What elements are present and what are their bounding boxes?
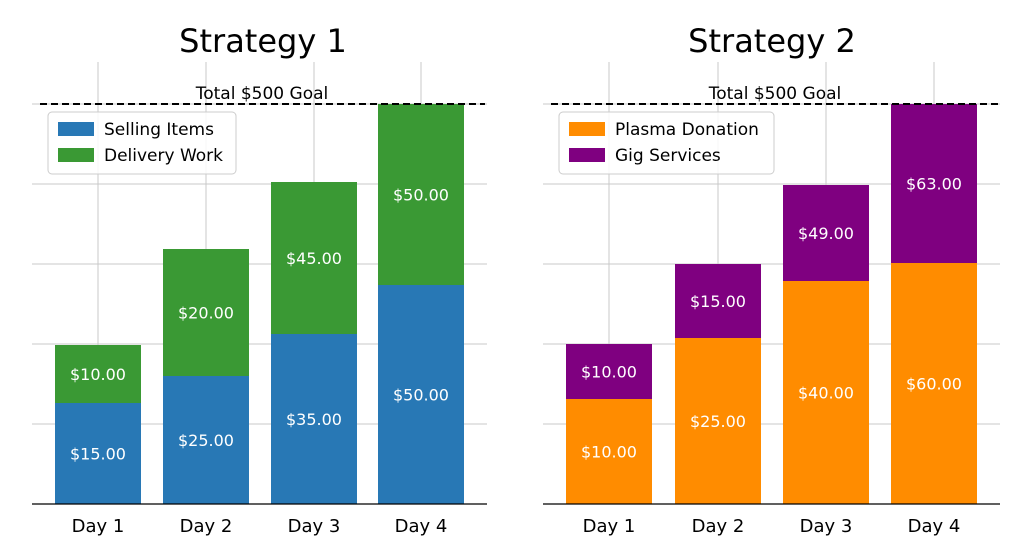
legend-label: Selling Items bbox=[104, 120, 214, 140]
data-label: $35.00 bbox=[286, 410, 342, 429]
x-tick-label: Day 4 bbox=[395, 516, 448, 537]
x-tick-label: Day 1 bbox=[583, 516, 636, 537]
data-label: $50.00 bbox=[393, 386, 449, 405]
data-label: $25.00 bbox=[690, 412, 746, 431]
bar-plasma-donation bbox=[783, 281, 869, 504]
data-label: $49.00 bbox=[798, 224, 854, 243]
data-label: $15.00 bbox=[70, 445, 126, 464]
chart-title: Strategy 1 bbox=[179, 22, 347, 60]
bar-selling-items bbox=[271, 334, 357, 504]
chart-title: Strategy 2 bbox=[688, 22, 856, 60]
bar-selling-items bbox=[163, 376, 249, 504]
legend-box bbox=[47, 111, 237, 175]
data-label: $20.00 bbox=[178, 304, 234, 323]
bar-delivery-work bbox=[55, 345, 141, 403]
goal-line-label: Total $500 Goal bbox=[195, 84, 329, 104]
bar-gig-services bbox=[675, 264, 761, 338]
bar-plasma-donation bbox=[675, 338, 761, 504]
legend-swatch bbox=[58, 122, 94, 136]
x-tick-label: Day 1 bbox=[72, 516, 125, 537]
data-label: $10.00 bbox=[581, 443, 637, 462]
bar-gig-services bbox=[891, 104, 977, 263]
x-tick-label: Day 2 bbox=[692, 516, 745, 537]
legend-swatch bbox=[569, 122, 605, 136]
x-tick-label: Day 3 bbox=[800, 516, 853, 537]
data-label: $40.00 bbox=[798, 384, 854, 403]
data-label: $15.00 bbox=[690, 292, 746, 311]
data-label: $60.00 bbox=[906, 375, 962, 394]
legend-swatch bbox=[569, 148, 605, 162]
bar-gig-services bbox=[566, 344, 652, 399]
bar-delivery-work bbox=[378, 104, 464, 285]
x-tick-label: Day 3 bbox=[288, 516, 341, 537]
legend-swatch bbox=[58, 148, 94, 162]
data-label: $63.00 bbox=[906, 175, 962, 194]
bar-gig-services bbox=[783, 185, 869, 281]
legend-label: Delivery Work bbox=[104, 146, 223, 166]
bar-delivery-work bbox=[163, 249, 249, 376]
bar-plasma-donation bbox=[566, 399, 652, 504]
data-label: $45.00 bbox=[286, 249, 342, 268]
data-label: $10.00 bbox=[70, 365, 126, 384]
bar-plasma-donation bbox=[891, 263, 977, 504]
bar-delivery-work bbox=[271, 182, 357, 334]
data-label: $10.00 bbox=[581, 363, 637, 382]
data-label: $25.00 bbox=[178, 431, 234, 450]
legend-box bbox=[558, 111, 775, 175]
legend-label: Plasma Donation bbox=[615, 120, 759, 140]
goal-line-label: Total $500 Goal bbox=[708, 84, 842, 104]
x-tick-label: Day 2 bbox=[180, 516, 233, 537]
legend-label: Gig Services bbox=[615, 146, 721, 166]
x-tick-label: Day 4 bbox=[908, 516, 961, 537]
data-label: $50.00 bbox=[393, 186, 449, 205]
bar-selling-items bbox=[378, 285, 464, 504]
bar-selling-items bbox=[55, 403, 141, 504]
